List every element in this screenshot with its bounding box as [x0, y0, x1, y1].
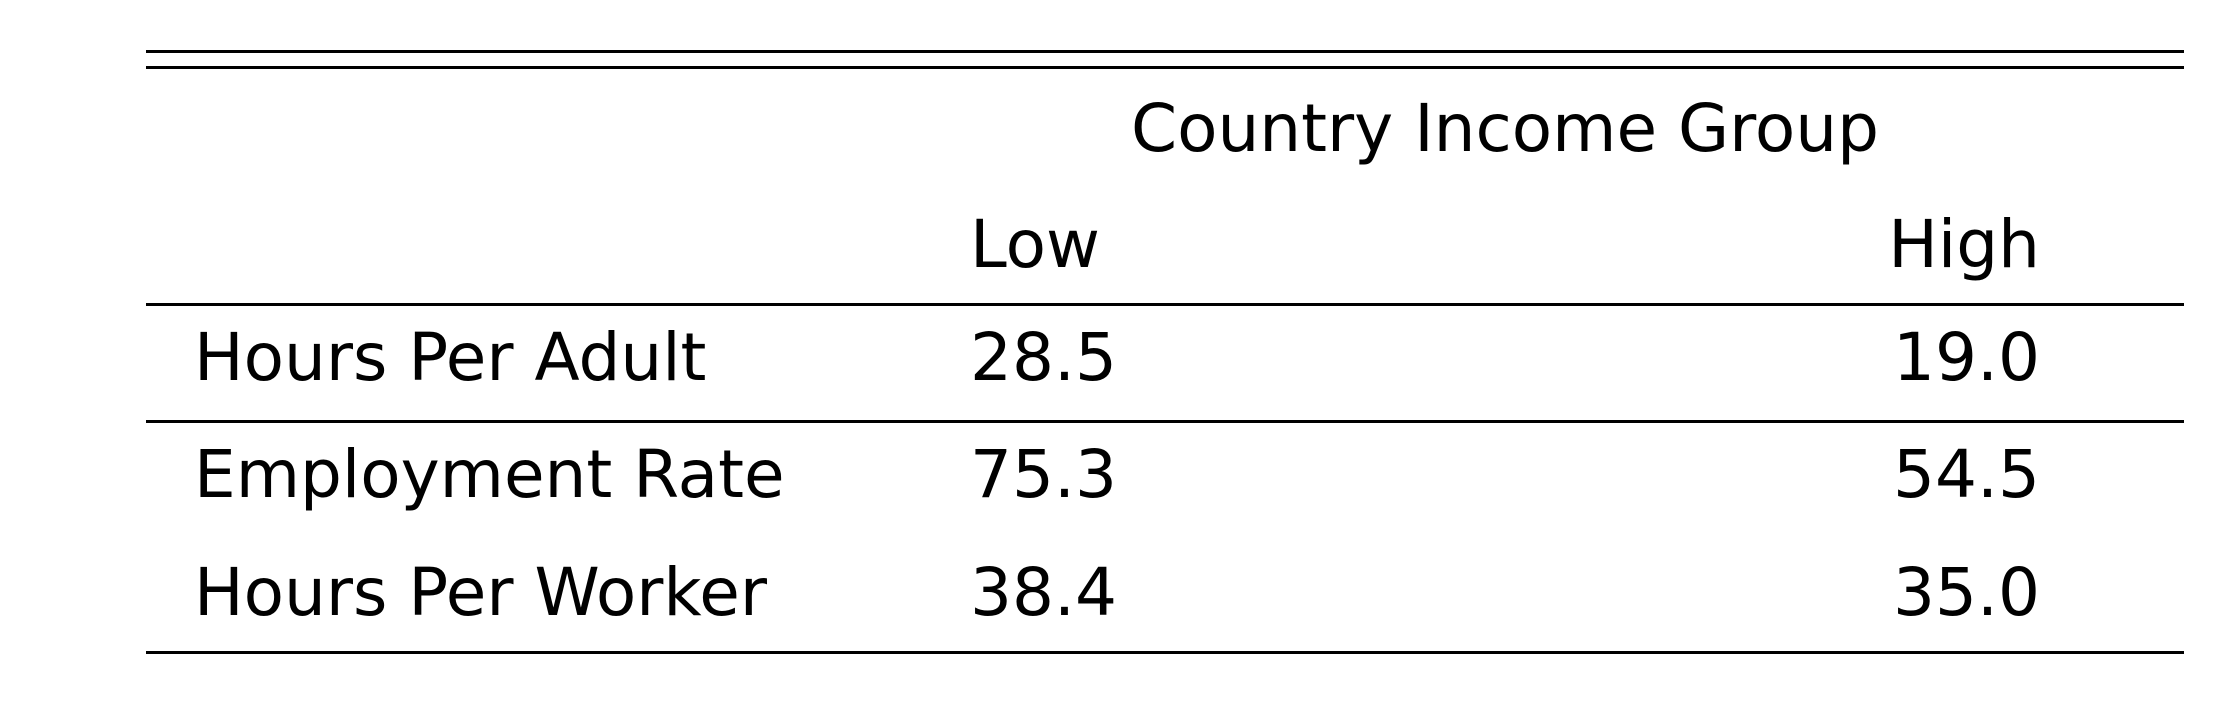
- cell-employment-rate-high: 54.5: [1893, 436, 2040, 513]
- row-label-hours-per-adult: Hours Per Adult: [194, 319, 707, 396]
- cell-employment-rate-low: 75.3: [970, 436, 1117, 513]
- cell-hours-per-worker-low: 38.4: [970, 554, 1117, 631]
- row-label-hours-per-worker: Hours Per Worker: [194, 554, 768, 631]
- row-separator-rule: [146, 420, 2184, 423]
- column-header-low: Low: [970, 206, 1100, 283]
- cell-hours-per-adult-high: 19.0: [1893, 319, 2040, 396]
- cell-hours-per-worker-high: 35.0: [1893, 554, 2040, 631]
- column-header-high: High: [1888, 206, 2040, 283]
- top-double-rule-lower: [146, 66, 2184, 69]
- row-label-employment-rate: Employment Rate: [194, 436, 785, 513]
- column-group-header: Country Income Group: [1131, 90, 1879, 167]
- bottom-rule: [146, 651, 2184, 654]
- top-double-rule-upper: [146, 50, 2184, 53]
- header-rule: [146, 303, 2184, 306]
- cell-hours-per-adult-low: 28.5: [970, 319, 1117, 396]
